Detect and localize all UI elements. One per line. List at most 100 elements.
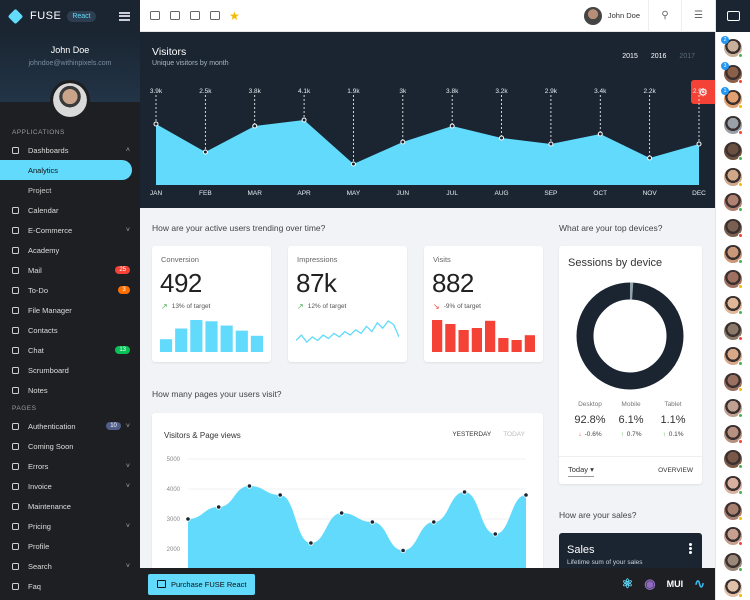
contact-avatar[interactable] (724, 450, 743, 470)
tab-yesterday[interactable]: YESTERDAY (452, 431, 492, 438)
year-2017[interactable]: 2017 (679, 53, 695, 60)
contact-avatar[interactable] (724, 527, 743, 547)
react-logo-icon[interactable]: ⚛ (621, 576, 634, 591)
data-point[interactable] (252, 123, 258, 129)
sidebar-item-to-do[interactable]: To-Do 3 (0, 280, 140, 300)
sidebar-item-dashboards[interactable]: Dashboards ˄ (0, 140, 140, 160)
data-point[interactable] (647, 155, 653, 161)
data-point[interactable] (597, 131, 603, 137)
contact-avatar[interactable] (724, 424, 743, 444)
contact-avatar[interactable] (724, 116, 743, 136)
calendar-shortcut-icon[interactable] (150, 11, 160, 20)
sidebar-item-e-commerce[interactable]: E-Commerce ˅ (0, 220, 140, 240)
contact-avatar[interactable]: 1 (721, 87, 743, 110)
sidebar-item-mail[interactable]: Mail 25 (0, 260, 140, 280)
data-point[interactable] (431, 519, 437, 525)
quick-panel-button[interactable]: ☰ (682, 0, 715, 32)
contact-avatar[interactable] (724, 501, 743, 521)
data-point[interactable] (308, 540, 314, 546)
period-select[interactable]: Today ▾ (568, 465, 594, 477)
data-point[interactable] (400, 139, 406, 145)
sidebar-item-pricing[interactable]: Pricing ˅ (0, 516, 140, 536)
mail-shortcut-icon[interactable] (170, 11, 180, 20)
sidebar-item-faq[interactable]: Faq (0, 576, 140, 596)
data-point[interactable] (246, 483, 253, 489)
settings-button[interactable]: ⚙ (691, 80, 715, 104)
tailwind-logo-icon[interactable]: ∿ (694, 576, 705, 591)
material-ui-logo-icon[interactable]: MUI (666, 579, 684, 589)
sidebar-item-chat[interactable]: Chat 13 (0, 340, 140, 360)
sidebar-item-invoice[interactable]: Invoice ˅ (0, 476, 140, 496)
data-point[interactable] (548, 141, 554, 147)
sidebar-item-scrumboard[interactable]: Scrumboard (0, 360, 140, 380)
data-point[interactable] (369, 519, 375, 525)
sidebar-item-calendar[interactable]: Calendar (0, 200, 140, 220)
data-point[interactable] (492, 531, 498, 537)
contact-avatar[interactable] (724, 578, 743, 598)
sidebar-item-project[interactable]: Project (0, 180, 140, 200)
more-options-icon[interactable] (689, 547, 692, 550)
trending-up-icon: ↗ (161, 302, 168, 311)
todo-shortcut-icon[interactable] (210, 11, 220, 20)
search-button[interactable]: ⚲ (649, 0, 682, 32)
data-point[interactable] (461, 489, 468, 495)
chat-toggle[interactable] (716, 0, 750, 32)
sidebar-item-search[interactable]: Search ˅ (0, 556, 140, 576)
sidebar-item-analytics[interactable]: Analytics (0, 160, 132, 180)
sidebar-item-errors[interactable]: Errors ˅ (0, 456, 140, 476)
contact-avatar[interactable] (724, 398, 743, 418)
contact-avatar[interactable] (724, 193, 743, 213)
contact-avatar[interactable] (724, 244, 743, 264)
contact-avatar[interactable]: 3 (721, 61, 743, 84)
value-label: 2.9k (545, 88, 558, 95)
data-point[interactable] (449, 123, 455, 129)
sidebar-item-maintenance[interactable]: Maintenance (0, 496, 140, 516)
year-2015[interactable]: 2015 (622, 53, 638, 60)
menu-toggle-icon[interactable] (119, 11, 130, 21)
contacts-shortcut-icon[interactable] (190, 11, 200, 20)
contact-avatar[interactable] (724, 373, 743, 393)
sidebar-item-file-manager[interactable]: File Manager (0, 300, 140, 320)
contact-avatar[interactable] (724, 270, 743, 290)
user-menu[interactable]: John Doe (583, 0, 649, 32)
sidebar-item-academy[interactable]: Academy (0, 240, 140, 260)
contact-avatar[interactable] (724, 553, 743, 572)
data-point[interactable] (350, 161, 356, 167)
data-point[interactable] (153, 121, 159, 127)
data-point[interactable] (277, 492, 283, 498)
redux-logo-icon[interactable]: ◉ (644, 576, 656, 591)
overview-button[interactable]: OVERVIEW (658, 467, 693, 474)
purchase-button[interactable]: Purchase FUSE React (148, 573, 256, 595)
tab-today[interactable]: TODAY (503, 431, 525, 438)
contacts-rail: 2 3 1 (715, 0, 750, 600)
data-point[interactable] (339, 510, 345, 516)
sidebar-item-authentication[interactable]: Authentication 10 ˅ (0, 416, 140, 436)
year-2016[interactable]: 2016 (650, 53, 667, 60)
contact-avatar[interactable] (724, 475, 743, 495)
contact-avatar[interactable] (724, 321, 743, 341)
contact-avatar[interactable] (724, 167, 743, 187)
contact-avatar[interactable] (724, 296, 743, 315)
contact-avatar[interactable]: 2 (721, 36, 743, 58)
y-tick-label: 3000 (167, 517, 181, 523)
sidebar-item-coming-soon[interactable]: Coming Soon (0, 436, 140, 456)
sidebar-item-label: E-Commerce (28, 225, 73, 235)
status-indicator (738, 310, 743, 315)
sidebar-item-contacts[interactable]: Contacts (0, 320, 140, 340)
sidebar-item-profile[interactable]: Profile (0, 536, 140, 556)
data-point[interactable] (696, 141, 702, 147)
contact-avatar[interactable] (724, 347, 743, 367)
data-point[interactable] (185, 516, 191, 522)
avatar[interactable] (50, 80, 90, 120)
data-point[interactable] (301, 117, 307, 123)
data-point[interactable] (216, 504, 222, 510)
contact-avatar[interactable] (724, 218, 743, 238)
sidebar-item-notes[interactable]: Notes (0, 380, 140, 400)
contact-avatar[interactable] (724, 141, 743, 161)
data-point[interactable] (523, 492, 529, 498)
data-point[interactable] (202, 149, 208, 155)
data-point[interactable] (400, 547, 406, 554)
star-icon[interactable]: ★ (229, 8, 240, 23)
data-point[interactable] (499, 135, 505, 141)
kpi-value: 882 (432, 268, 474, 298)
